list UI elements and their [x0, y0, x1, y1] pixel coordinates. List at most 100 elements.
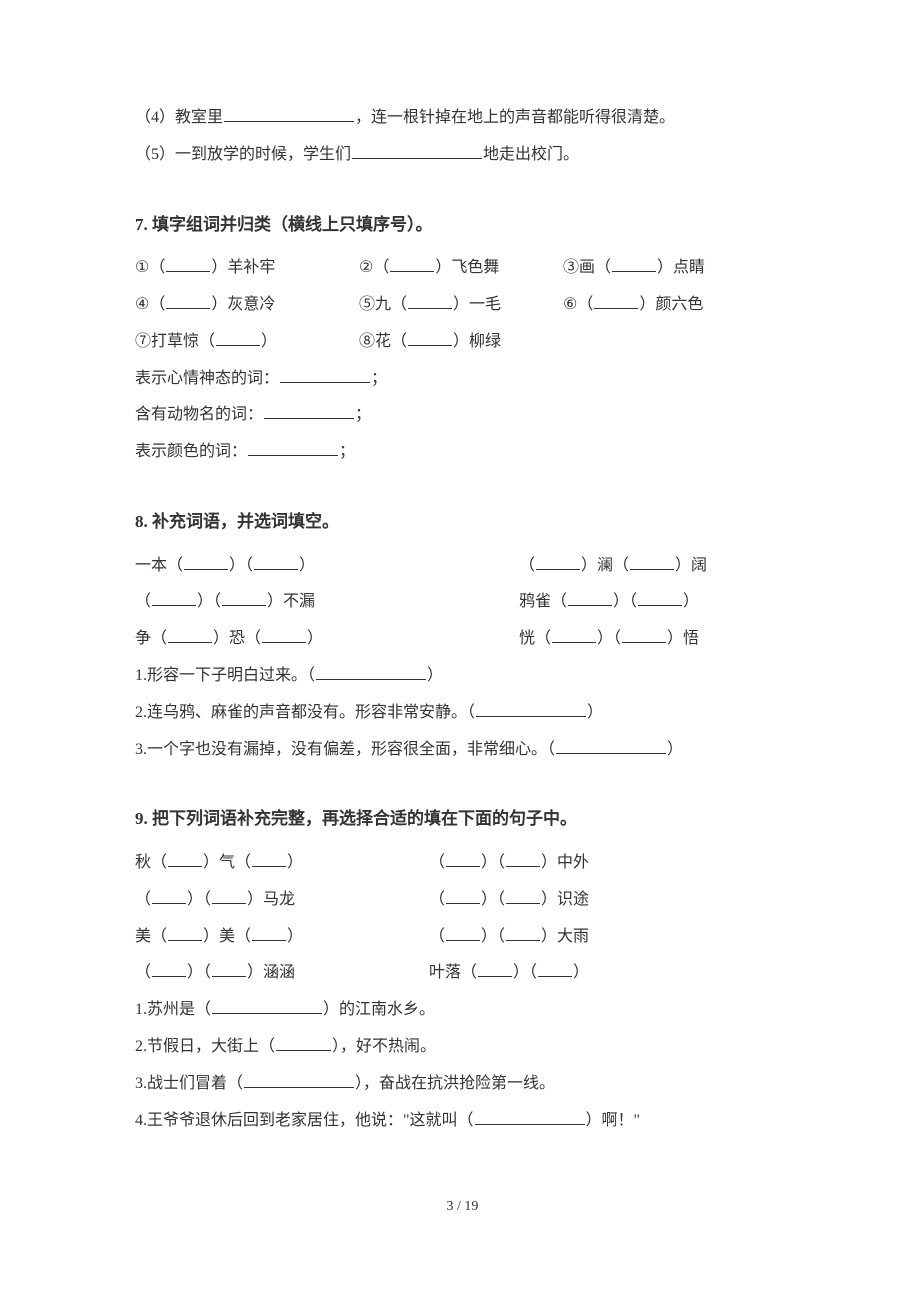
- fill-blank[interactable]: [168, 850, 202, 867]
- fill-blank[interactable]: [536, 553, 580, 570]
- q7-row-2: ④（）灰意冷 ⑤九（）一毛 ⑥（）颜六色: [135, 287, 790, 324]
- text: ）啊！": [586, 1112, 641, 1129]
- text: （: [135, 891, 151, 908]
- fill-blank[interactable]: [476, 700, 586, 717]
- fill-blank[interactable]: [390, 255, 434, 272]
- text: ）: [667, 741, 683, 758]
- fill-blank[interactable]: [222, 589, 266, 606]
- text: （: [135, 593, 151, 610]
- fill-blank[interactable]: [506, 924, 540, 941]
- q9-row-1: 秋（）气（） （）（）中外: [135, 845, 790, 882]
- text: 4.王爷爷退休后回到老家居住，他说："这就叫（: [135, 1112, 474, 1129]
- fill-blank[interactable]: [244, 1071, 354, 1088]
- text: ）（: [481, 854, 505, 871]
- text: ）: [287, 854, 303, 871]
- q9-row-2: （）（）马龙 （）（）识途: [135, 882, 790, 919]
- text: ）（: [229, 557, 253, 574]
- fill-blank[interactable]: [212, 960, 246, 977]
- fill-blank[interactable]: [262, 626, 306, 643]
- fill-blank[interactable]: [254, 553, 298, 570]
- fill-blank[interactable]: [446, 887, 480, 904]
- text: 2.节假日，大街上（: [135, 1038, 275, 1055]
- text: ）（: [513, 964, 537, 981]
- fill-blank[interactable]: [152, 960, 186, 977]
- fill-blank[interactable]: [612, 255, 656, 272]
- text: 恍（: [519, 630, 551, 647]
- text: ②（: [359, 259, 389, 276]
- fill-blank[interactable]: [276, 1034, 331, 1051]
- fill-blank[interactable]: [506, 887, 540, 904]
- fill-blank[interactable]: [556, 737, 666, 754]
- fill-blank[interactable]: [184, 553, 228, 570]
- q7-cat3: 表示颜色的词：；: [135, 434, 790, 471]
- text: （: [429, 854, 445, 871]
- text: （5）一到放学的时候，学生们: [135, 146, 351, 163]
- text: 表示心情神态的词：: [135, 370, 279, 387]
- q8-heading: 8. 补充词语，并选词填空。: [135, 507, 790, 538]
- fill-blank[interactable]: [638, 589, 682, 606]
- fill-blank[interactable]: [408, 292, 452, 309]
- text: 争（: [135, 630, 167, 647]
- fill-blank[interactable]: [622, 626, 666, 643]
- fill-blank[interactable]: [316, 663, 426, 680]
- fill-blank[interactable]: [446, 924, 480, 941]
- text: （4）教室里: [135, 109, 223, 126]
- text: ；: [355, 406, 371, 423]
- fill-blank[interactable]: [248, 439, 338, 456]
- text: （: [519, 557, 535, 574]
- text: 含有动物名的词：: [135, 406, 263, 423]
- fill-blank[interactable]: [552, 626, 596, 643]
- q9-row-3: 美（）美（） （）（）大雨: [135, 919, 790, 956]
- text: 秋（: [135, 854, 167, 871]
- text: ）识途: [541, 891, 589, 908]
- fill-blank[interactable]: [252, 924, 286, 941]
- page-number: 3 / 19: [135, 1199, 790, 1215]
- fill-blank[interactable]: [506, 850, 540, 867]
- text: 地走出校门。: [483, 146, 579, 163]
- q9-row-4: （）（）涵涵 叶落（）（）: [135, 955, 790, 992]
- text: 美（: [135, 928, 167, 945]
- text: ）的江南水乡。: [323, 1001, 435, 1018]
- text: ），好不热闹。: [332, 1038, 436, 1055]
- fill-blank[interactable]: [446, 850, 480, 867]
- q7-cat2: 含有动物名的词： ；: [135, 397, 790, 434]
- text: 3.一个字也没有漏掉，没有偏差，形容很全面，非常细心。（: [135, 741, 555, 758]
- fill-blank[interactable]: [408, 329, 452, 346]
- fill-blank[interactable]: [252, 850, 286, 867]
- text: 2.连乌鸦、麻雀的声音都没有。形容非常安静。（: [135, 704, 475, 721]
- q8-s3: 3.一个字也没有漏掉，没有偏差，形容很全面，非常细心。（ ）: [135, 732, 790, 769]
- text: 1.形容一下子明白过来。（: [135, 667, 315, 684]
- q7-heading: 7. 填字组词并归类（横线上只填序号）。: [135, 210, 790, 241]
- text: ）: [261, 333, 277, 350]
- q7-row-1: ①（）羊补牢 ②（）飞色舞 ③画（）点睛: [135, 250, 790, 287]
- text: ⑧花（: [359, 333, 407, 350]
- text: ）颜六色: [639, 296, 703, 313]
- fill-blank[interactable]: [166, 292, 210, 309]
- fill-blank[interactable]: [280, 366, 370, 383]
- fill-blank[interactable]: [212, 887, 246, 904]
- fill-blank[interactable]: [216, 329, 260, 346]
- q8-row-3: 争（）恐（） 恍（）（）悟: [135, 621, 790, 658]
- fill-blank[interactable]: [168, 924, 202, 941]
- text: ⑤九（: [359, 296, 407, 313]
- text: ）恐（: [213, 630, 261, 647]
- fill-blank[interactable]: [166, 255, 210, 272]
- fill-blank[interactable]: [152, 589, 196, 606]
- fill-blank[interactable]: [224, 105, 354, 122]
- fill-blank[interactable]: [594, 292, 638, 309]
- text: ）（: [481, 891, 505, 908]
- fill-blank[interactable]: [152, 887, 186, 904]
- fill-blank[interactable]: [475, 1108, 585, 1125]
- fill-blank[interactable]: [352, 142, 482, 159]
- fill-blank[interactable]: [630, 553, 674, 570]
- fill-blank[interactable]: [478, 960, 512, 977]
- fill-blank[interactable]: [168, 626, 212, 643]
- text: ）气（: [203, 854, 251, 871]
- fill-blank[interactable]: [264, 402, 354, 419]
- fill-blank[interactable]: [538, 960, 572, 977]
- text: ）悟: [667, 630, 699, 647]
- fill-blank[interactable]: [212, 997, 322, 1014]
- text: 3.战士们冒着（: [135, 1075, 243, 1092]
- text: ）: [573, 964, 589, 981]
- fill-blank[interactable]: [568, 589, 612, 606]
